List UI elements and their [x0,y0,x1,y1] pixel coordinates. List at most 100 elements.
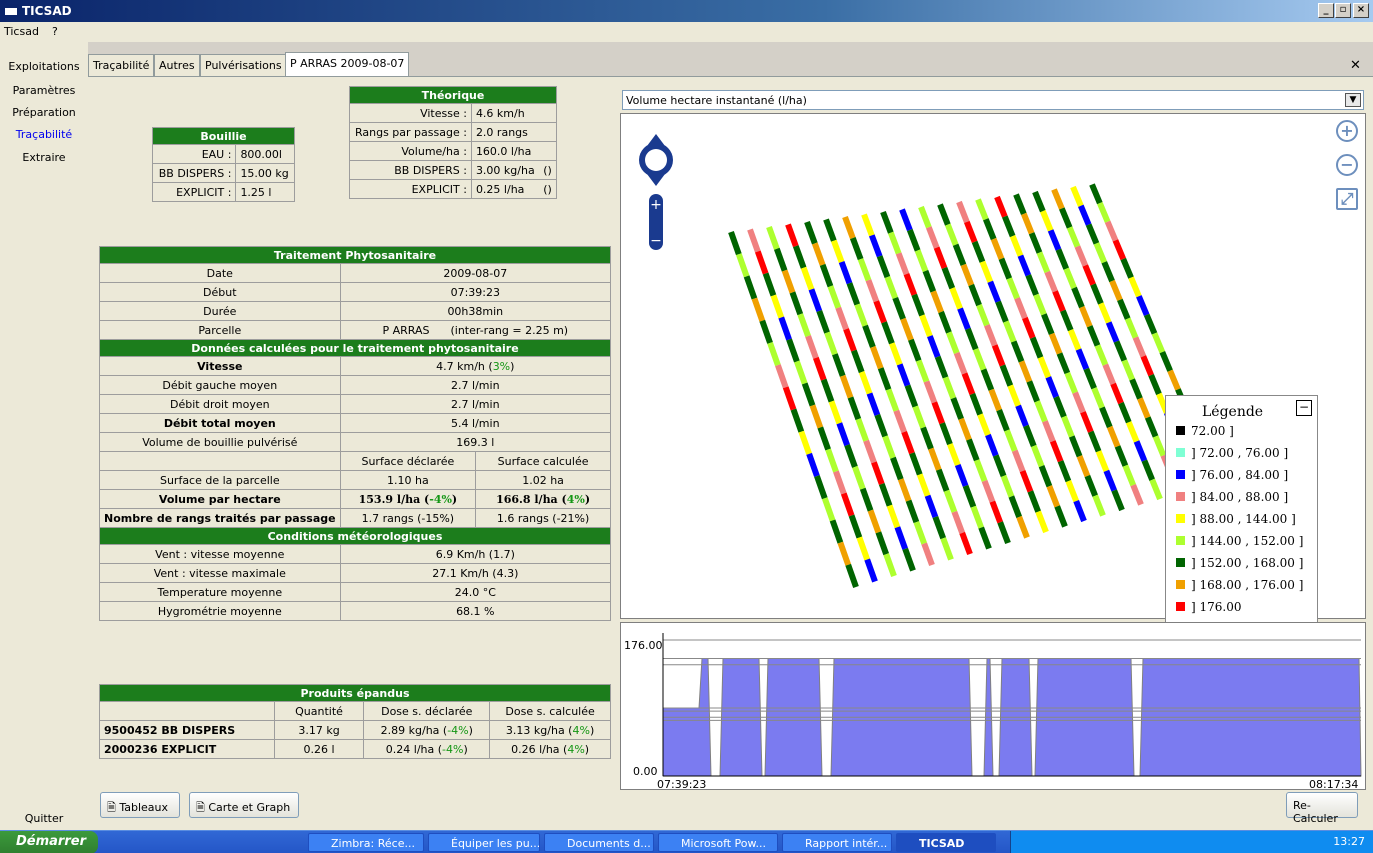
graph-panel[interactable]: 176.00 0.00 07:39:23 08:17:34 [620,622,1366,790]
legend-label: ] 176.00 [1191,600,1242,614]
tableaux-button[interactable]: 🗎 Tableaux [100,792,180,818]
legend-entry: ] 152.00 , 168.00 ] [1176,556,1303,576]
volume-label: Volume de bouillie pulvérisé [99,432,341,452]
track-segment [981,479,996,503]
track-segment [1026,380,1040,403]
track-segment [1141,459,1155,481]
taskbar-item-active[interactable]: TICSAD [896,833,996,852]
rangs-calculee: 1.6 rangs (-21%) [475,508,611,528]
pan-control[interactable]: + − [639,134,673,250]
sidebar-item-extraire[interactable]: Extraire [22,151,66,164]
close-tab-icon[interactable]: ✕ [1350,58,1361,73]
menu-help[interactable]: ? [52,25,58,38]
map-canvas[interactable]: + − [621,114,1365,618]
track-segment [1111,489,1125,512]
zoom-extent-icon[interactable]: ⤢ [1336,188,1358,210]
tab-pulverisations[interactable]: Pulvérisations [200,54,287,76]
sidebar-item-parametres[interactable]: Paramètres [12,84,76,97]
map-panel[interactable]: + − + − ⤢ Légende − 72.00 ]] 72.00 , 76.… [620,113,1366,627]
track-segment [902,547,916,572]
start-button[interactable]: Démarrer [0,831,98,853]
track-segment [895,252,910,276]
track-segment [913,521,928,545]
track-segment [823,218,837,242]
track-segment [846,282,861,306]
track-segment [933,246,948,270]
sidebar-item-preparation[interactable]: Préparation [12,106,76,119]
track-segment [840,492,855,517]
track-segment [950,397,964,420]
taskbar-item[interactable]: Rapport intér... [782,833,892,852]
donnees-title: Données calculées pour le traitement phy… [99,339,611,357]
track-segment [1152,435,1167,457]
track-segment [954,463,969,487]
track-segment [882,435,896,459]
clock: 13:27 [1333,835,1365,848]
produit-name: 9500452 BB DISPERS [99,720,275,740]
track-segment [928,447,942,471]
track-segment [857,258,872,282]
track-segment [861,213,875,237]
sidebar-item-tracabilite[interactable]: Traçabilité [15,128,73,141]
track-segment [890,456,904,481]
track-segment [880,210,894,234]
traitement-table: Traitement Phytosanitaire Date 2009-08-07… [99,246,612,621]
track-segment [873,300,887,324]
track-segment [1095,450,1110,472]
track-segment [995,300,1009,323]
track-segment [1089,183,1103,205]
meteo-value: 27.1 Km/h (4.3) [339,563,612,583]
track-segment [931,401,945,425]
tab-autres[interactable]: Autres [154,54,200,76]
sidebar-item-exploitations[interactable]: Exploitations [8,60,80,73]
track-segment [790,408,805,433]
track-segment [1056,352,1071,375]
recalculer-button[interactable]: Re-Calculer [1286,792,1358,825]
layer-select[interactable]: Volume hectare instantané (l/ha) ▼ [622,90,1364,110]
empty-cell [99,451,341,471]
produit-decl-text: 2.89 kg/ha ( [380,723,448,737]
track-segment [762,272,777,297]
track-segment [1110,382,1124,405]
track-segment [1083,367,1097,390]
window-title: TICSAD [22,4,72,18]
track-segment [1148,373,1162,396]
carte-graph-button[interactable]: 🗎 Carte et Graph [189,792,299,818]
track-segment [1045,376,1059,399]
zoom-in-icon[interactable]: + [1336,120,1358,142]
theorique-label: Rangs par passage : [349,122,472,142]
tab-tracabilite[interactable]: Traçabilité [88,54,155,76]
track-segment [827,285,842,309]
taskbar-item[interactable]: Documents d... [544,833,654,852]
theorique-label: EXPLICIT : [349,179,472,199]
track-segment [1011,449,1026,473]
taskbar-item[interactable]: Équiper les pu... [428,833,540,852]
legend-collapse-button[interactable]: − [1296,400,1312,416]
quit-link[interactable]: Quitter [24,812,64,825]
sidebar: Exploitations Paramètres Préparation Tra… [0,42,88,830]
legend-label: ] 76.00 , 84.00 ] [1191,468,1289,482]
close-button[interactable]: × [1353,3,1369,18]
track-segment [881,321,895,345]
zoom-out-icon[interactable]: − [1336,154,1358,176]
track-segment [979,260,994,283]
track-segment [849,237,864,261]
bouillie-title: Bouillie [152,127,295,145]
track-segment [1051,188,1065,210]
track-segment [1073,499,1087,523]
track-segment [973,459,988,482]
chevron-down-icon[interactable]: ▼ [1345,93,1361,107]
produit-calc-text: 0.26 l/ha ( [511,742,568,756]
legend-entry: ] 88.00 , 144.00 ] [1176,512,1296,532]
track-segment [978,526,992,550]
track-segment [997,521,1011,545]
track-segment [1066,226,1081,248]
taskbar-item[interactable]: Microsoft Pow... [658,833,778,852]
maximize-button[interactable]: ▫ [1335,3,1351,18]
taskbar-item[interactable]: Zimbra: Réce... [308,833,424,852]
tab-p-arras[interactable]: P ARRAS 2009-08-07 [285,52,410,76]
track-segment [1074,245,1089,267]
menu-ticsad[interactable]: Ticsad [4,25,39,38]
minimize-button[interactable]: _ [1318,3,1334,18]
track-segment [754,250,769,275]
